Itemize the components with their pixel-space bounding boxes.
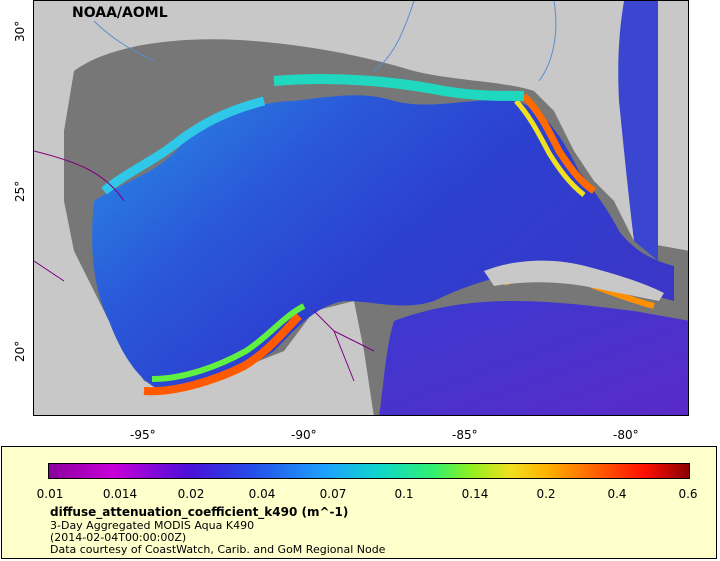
product-description: 3-Day Aggregated MODIS Aqua K490 <box>50 519 255 532</box>
scale-tick: 0.2 <box>536 487 556 501</box>
big-bend-band <box>273 74 525 101</box>
scale-tick: 0.07 <box>319 487 347 501</box>
scale-tick: 0.1 <box>394 487 414 501</box>
scale-tick: 0.4 <box>607 487 627 501</box>
florida-coast-band <box>521 93 597 194</box>
variable-name: diffuse_attenuation_coefficient_k490 (m^… <box>50 505 349 519</box>
scale-tick: 0.14 <box>461 487 489 501</box>
rivers <box>93 1 557 82</box>
color-scale-bar <box>48 463 690 479</box>
lon-tick-80: -80° <box>613 428 639 442</box>
country-borders <box>34 150 375 382</box>
scale-tick: 0.014 <box>102 487 138 501</box>
map-canvas <box>34 1 688 415</box>
timestamp: (2014-02-04T00:00:00Z) <box>50 531 187 544</box>
florida-coast-band-inner <box>514 99 586 197</box>
lon-tick-95: -95° <box>130 428 156 442</box>
yucatan-campeche-band <box>143 313 302 396</box>
lat-tick-30: 30° <box>13 20 27 42</box>
ocean-k490-field <box>92 95 674 391</box>
caribbean-field <box>379 301 688 415</box>
scale-tick: 0.02 <box>177 487 205 501</box>
lon-tick-90: -90° <box>291 428 317 442</box>
map-credit: NOAA/AOML <box>72 5 168 21</box>
scale-tick: 0.6 <box>678 487 698 501</box>
scale-tick: 0.01 <box>36 487 64 501</box>
lat-tick-20: 20° <box>13 340 27 362</box>
scale-tick: 0.04 <box>248 487 276 501</box>
texas-coast-band <box>101 96 266 195</box>
cuba-island <box>484 260 664 301</box>
legend-panel: 0.01 0.014 0.02 0.04 0.07 0.1 0.14 0.2 0… <box>1 446 717 559</box>
data-courtesy: Data courtesy of CoastWatch, Carib. and … <box>50 543 386 556</box>
yucatan-campeche-band-outer <box>151 303 306 382</box>
atlantic-field <box>618 1 658 261</box>
lon-tick-85: -85° <box>452 428 478 442</box>
map-panel[interactable]: NOAA/AOML <box>33 0 689 416</box>
lat-tick-25: 25° <box>13 180 27 202</box>
